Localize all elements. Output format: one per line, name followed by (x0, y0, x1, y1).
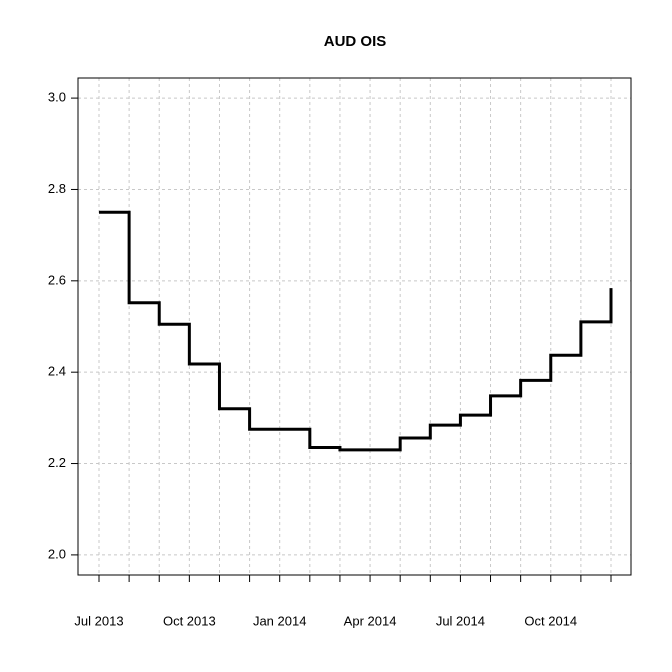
step-line (99, 210, 613, 452)
y-tick-label: 2.0 (48, 546, 66, 561)
y-tick-label: 2.2 (48, 455, 66, 470)
x-tick-label: Jul 2014 (436, 613, 485, 628)
chart-title: AUD OIS (324, 33, 387, 50)
x-tick-label: Jan 2014 (253, 613, 307, 628)
x-tick-label: Apr 2014 (344, 613, 397, 628)
y-tick-label: 2.8 (48, 181, 66, 196)
y-tick-label: 2.4 (48, 364, 66, 379)
x-tick-label: Oct 2013 (163, 613, 216, 628)
y-tick-label: 3.0 (48, 90, 66, 105)
y-tick-label: 2.6 (48, 272, 66, 287)
x-tick-label: Jul 2013 (74, 613, 123, 628)
x-tick-label: Oct 2014 (524, 613, 577, 628)
plot-frame (77, 77, 632, 576)
